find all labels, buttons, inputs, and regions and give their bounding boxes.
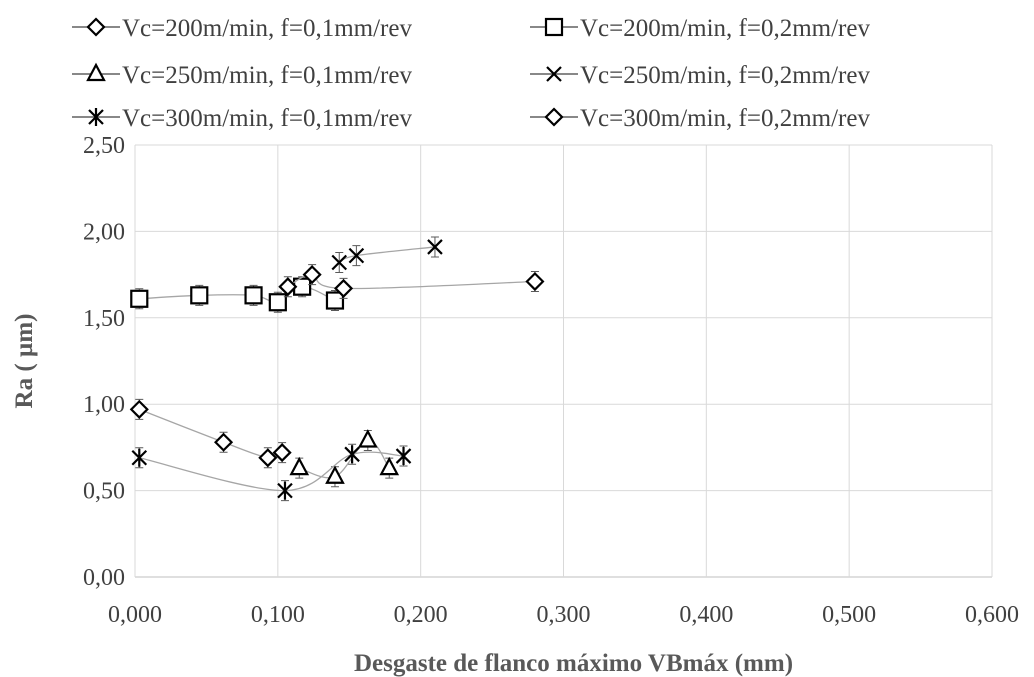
x-tick-label: 0,300 bbox=[537, 602, 591, 628]
marker-shape bbox=[130, 289, 149, 308]
data-point bbox=[214, 432, 234, 452]
marker-shape bbox=[379, 456, 400, 476]
data-point bbox=[357, 429, 378, 448]
x-tick-label: 0,000 bbox=[108, 602, 162, 628]
x-tick-label: 0,400 bbox=[679, 602, 733, 628]
marker-shape bbox=[544, 107, 564, 127]
data-point bbox=[244, 286, 263, 305]
marker-shape bbox=[129, 399, 149, 419]
marker-shape bbox=[544, 17, 564, 37]
data-point bbox=[278, 277, 298, 297]
legend: Vc=200m/min, f=0,1mm/rev Vc=200m/min, f=0… bbox=[72, 15, 870, 132]
x-tick-label: 0,600 bbox=[965, 602, 1019, 628]
marker-shape bbox=[86, 17, 106, 37]
marker-shape bbox=[357, 429, 378, 448]
series-line bbox=[139, 408, 283, 459]
data-point bbox=[331, 254, 348, 271]
marker-shape bbox=[289, 456, 310, 476]
legend-marker bbox=[546, 66, 562, 82]
legend-label: Vc=200m/min, f=0,2mm/rev bbox=[580, 15, 870, 42]
marker-shape bbox=[277, 481, 293, 500]
series-2 bbox=[130, 276, 345, 313]
series-4 bbox=[331, 236, 443, 274]
marker-shape bbox=[427, 239, 443, 255]
marker-shape bbox=[525, 271, 545, 292]
legend-item: Vc=300m/min, f=0,2mm/rev bbox=[530, 105, 870, 132]
series-3 bbox=[289, 429, 400, 488]
series-1 bbox=[129, 398, 292, 469]
data-point bbox=[379, 456, 400, 476]
legend-label: Vc=250m/min, f=0,1mm/rev bbox=[122, 62, 412, 89]
y-tick-label: 0,50 bbox=[83, 479, 125, 505]
y-tick-label: 2,50 bbox=[83, 133, 125, 159]
data-point bbox=[427, 239, 443, 255]
data-point bbox=[344, 445, 360, 464]
data-point bbox=[131, 448, 148, 467]
marker-shape bbox=[88, 108, 104, 126]
marker-shape bbox=[131, 448, 148, 467]
marker-shape bbox=[258, 448, 278, 468]
y-tick-label: 1,50 bbox=[83, 306, 125, 332]
marker-shape bbox=[244, 286, 263, 305]
data-point bbox=[277, 481, 293, 500]
y-tick-label: 2,00 bbox=[83, 219, 125, 245]
x-tick-label: 0,200 bbox=[394, 602, 448, 628]
series-5 bbox=[131, 443, 412, 502]
marker-shape bbox=[395, 447, 412, 466]
legend-label: Vc=200m/min, f=0,1mm/rev bbox=[122, 15, 412, 42]
x-tick-label: 0,100 bbox=[251, 602, 305, 628]
data-point bbox=[348, 247, 365, 264]
data-point bbox=[190, 286, 209, 305]
legend-marker bbox=[86, 17, 106, 37]
marker-shape bbox=[348, 247, 365, 264]
data-point bbox=[272, 443, 292, 463]
data-point bbox=[258, 448, 278, 468]
marker-shape bbox=[272, 443, 292, 463]
marker-shape bbox=[86, 62, 106, 82]
data-point bbox=[289, 456, 310, 476]
data-point bbox=[325, 291, 345, 310]
y-axis-title: Ra ( µm) bbox=[11, 314, 38, 409]
marker-shape bbox=[333, 278, 354, 298]
data-point bbox=[302, 265, 322, 285]
series-6 bbox=[278, 264, 545, 299]
marker-shape bbox=[546, 66, 562, 82]
data-point bbox=[130, 289, 149, 308]
data-point bbox=[325, 465, 345, 484]
legend-marker bbox=[544, 107, 564, 127]
marker-shape bbox=[325, 465, 345, 484]
data-point bbox=[129, 399, 149, 419]
legend-label: Vc=250m/min, f=0,2mm/rev bbox=[580, 62, 870, 89]
legend-item: Vc=250m/min, f=0,2mm/rev bbox=[530, 62, 870, 89]
marker-shape bbox=[331, 254, 348, 271]
marker-shape bbox=[344, 445, 360, 464]
series-line bbox=[287, 273, 535, 290]
marker-shape bbox=[325, 291, 345, 310]
marker-shape bbox=[278, 277, 298, 297]
legend-item: Vc=250m/min, f=0,1mm/rev bbox=[72, 62, 412, 89]
y-tick-label: 1,00 bbox=[83, 392, 125, 418]
series-line bbox=[139, 451, 404, 492]
data-point bbox=[395, 447, 412, 466]
data-point bbox=[333, 278, 354, 298]
legend-item: Vc=200m/min, f=0,2mm/rev bbox=[530, 15, 870, 42]
legend-item: Vc=300m/min, f=0,1mm/rev bbox=[72, 105, 412, 132]
y-tick-label: 0,00 bbox=[83, 565, 125, 591]
legend-marker bbox=[88, 108, 104, 126]
legend-marker bbox=[544, 17, 564, 37]
legend-label: Vc=300m/min, f=0,1mm/rev bbox=[122, 105, 412, 132]
x-tick-label: 0,500 bbox=[822, 602, 876, 628]
legend-marker bbox=[86, 62, 106, 82]
marker-shape bbox=[302, 265, 322, 285]
marker-shape bbox=[190, 286, 209, 305]
marker-shape bbox=[214, 432, 234, 452]
marker-shape bbox=[268, 293, 287, 312]
legend-label: Vc=300m/min, f=0,2mm/rev bbox=[580, 105, 870, 132]
legend-item: Vc=200m/min, f=0,1mm/rev bbox=[72, 15, 412, 42]
x-axis-title: Desgaste de flanco máximo VBmáx (mm) bbox=[354, 650, 793, 677]
data-point bbox=[268, 293, 287, 312]
data-point bbox=[525, 271, 545, 292]
